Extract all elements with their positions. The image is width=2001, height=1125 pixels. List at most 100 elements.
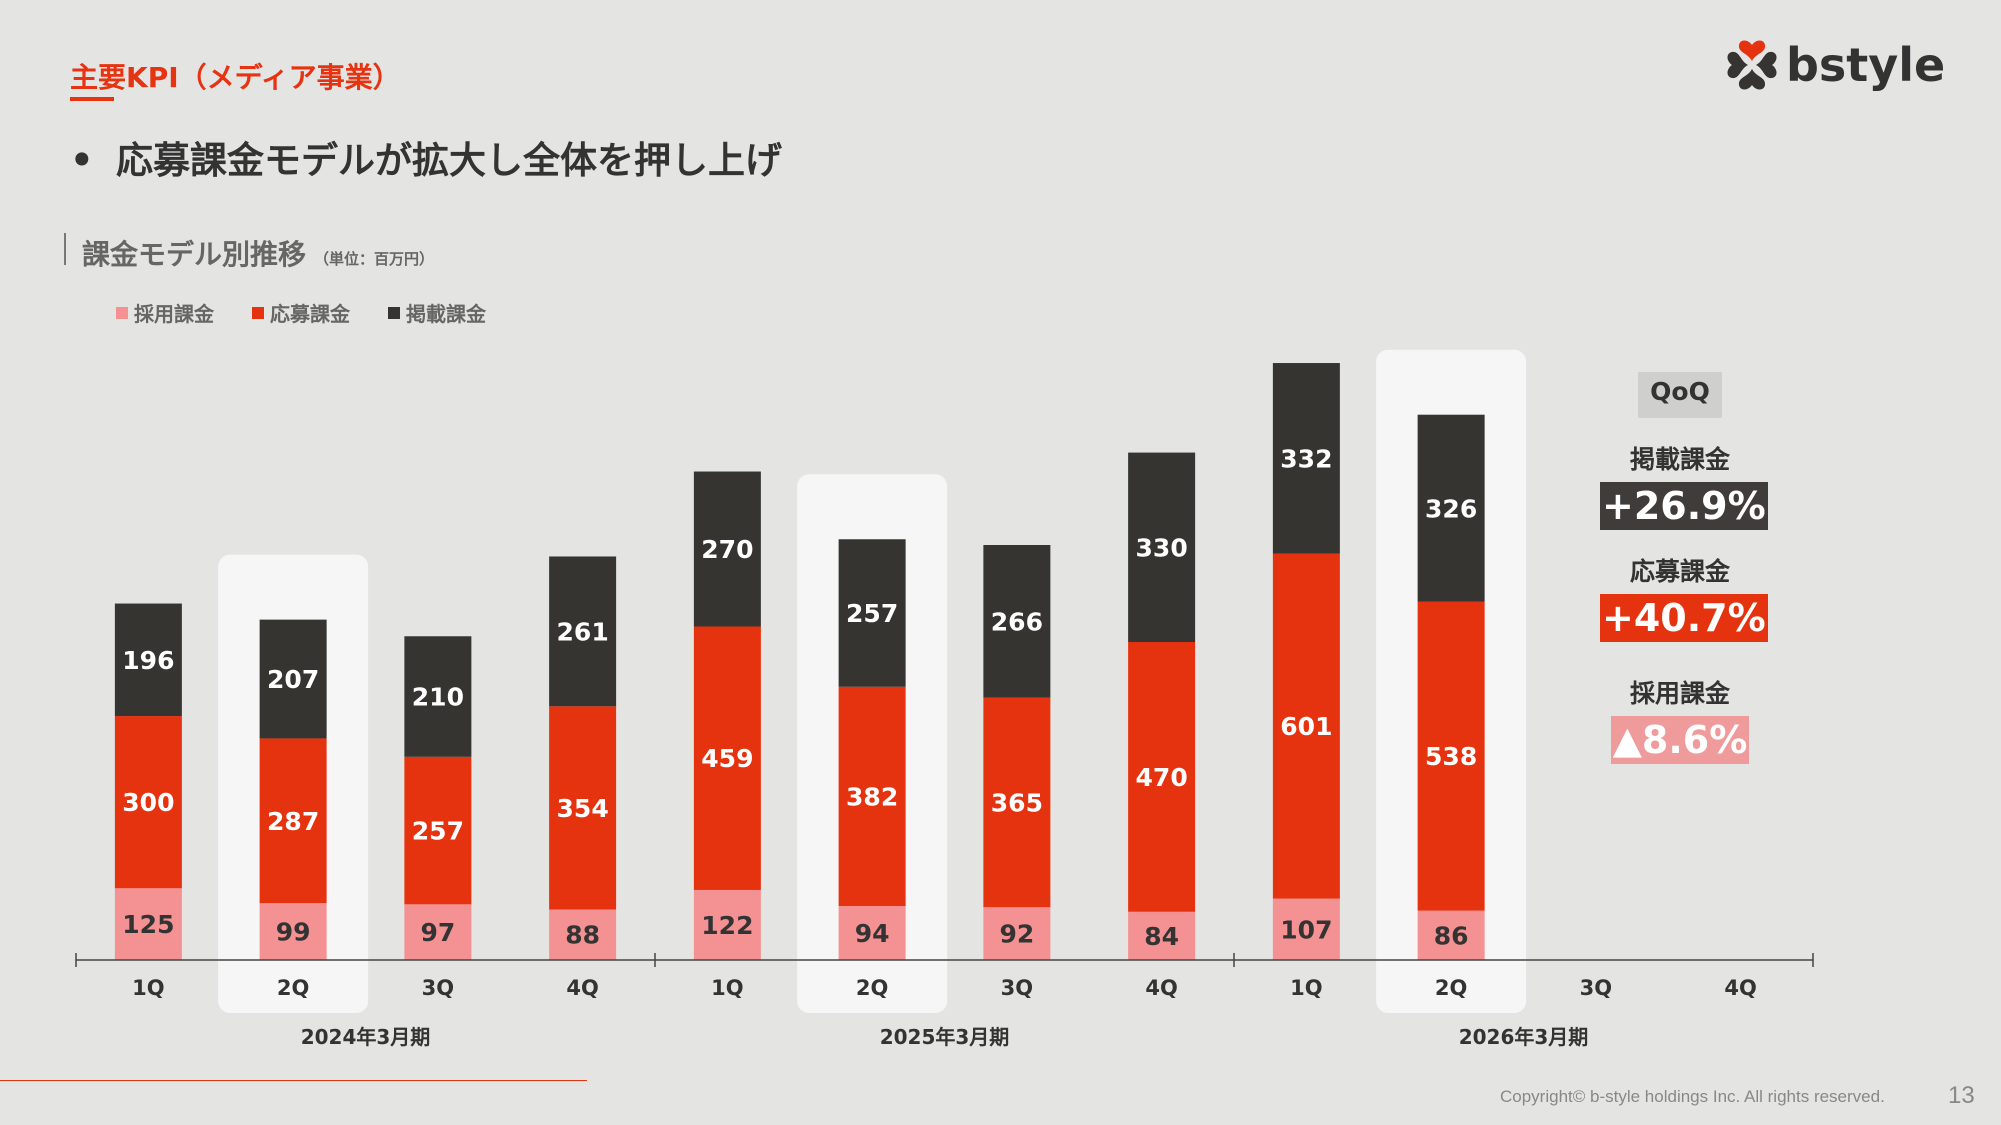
chart-heading: 課金モデル別推移 （単位：百万円） (64, 233, 434, 271)
bar-segment-saiyo (114, 888, 182, 960)
data-label: 207 (267, 665, 319, 694)
bar-segment-oubo (114, 716, 182, 889)
qoq-panel: QoQ 掲載課金 +26.9% 応募課金 +40.7% 採用課金 ▲8.6% (1600, 372, 1768, 764)
headline: • 応募課金モデルが拡大し全体を押し上げ (70, 130, 782, 184)
bar-segment-oubo (404, 756, 472, 905)
data-label: 257 (846, 599, 898, 628)
data-label: 538 (1425, 742, 1477, 771)
x-tick-label: 4Q (1145, 976, 1177, 1000)
x-tick-label: 3Q (1001, 976, 1033, 1000)
logo-wordmark: bstyle (1786, 38, 1946, 92)
legend-swatch-keisai (388, 306, 400, 319)
bar-segment-keisai (1128, 452, 1196, 643)
x-tick-label: 1Q (132, 976, 164, 1000)
bar-segment-oubo (838, 686, 906, 907)
chart-title: 課金モデル別推移 (82, 238, 307, 271)
headline-text: 応募課金モデルが拡大し全体を押し上げ (116, 139, 782, 182)
data-label: 94 (855, 919, 890, 948)
qoq-item-saiyo: 採用課金 ▲8.6% (1600, 674, 1760, 764)
legend-item-saiyo: 採用課金 (116, 298, 214, 327)
qoq-header: QoQ (1638, 372, 1722, 418)
data-label: 210 (412, 683, 464, 712)
bar-segment-keisai (259, 619, 327, 739)
bar-segment-saiyo (549, 909, 617, 960)
qoq-item-keisai: 掲載課金 +26.9% (1600, 440, 1768, 530)
legend-swatch-saiyo (116, 306, 128, 319)
x-group-label: 2025年3月期 (880, 1025, 1010, 1049)
footer-divider (0, 1080, 587, 1081)
data-label: 99 (276, 918, 311, 947)
data-label: 97 (420, 918, 455, 947)
clover-heart-icon (1727, 40, 1777, 90)
bar-segment-keisai (838, 539, 906, 687)
data-label: 125 (122, 910, 174, 939)
bar-segment-oubo (983, 697, 1051, 908)
x-tick-label: 2Q (856, 976, 888, 1000)
data-label: 261 (557, 617, 609, 646)
data-label: 86 (1434, 921, 1469, 950)
bar-segment-oubo (1417, 601, 1485, 911)
bar-segment-oubo (549, 706, 617, 910)
bar-segment-keisai (1272, 363, 1340, 554)
x-group-label: 2026年3月期 (1459, 1025, 1589, 1049)
qoq-label: 採用課金 (1629, 679, 1730, 708)
data-label: 459 (701, 744, 753, 773)
section-title: 主要KPI（メディア事業） (70, 61, 401, 94)
x-tick-label: 3Q (1580, 976, 1612, 1000)
x-tick-label: 1Q (711, 976, 743, 1000)
data-label: 601 (1280, 712, 1332, 741)
qoq-value: +26.9% (1600, 482, 1768, 530)
legend-label-oubo: 応募課金 (270, 302, 350, 326)
legend-swatch-oubo (252, 306, 264, 319)
bar-segment-oubo (259, 738, 327, 904)
bar-segment-saiyo (693, 889, 761, 960)
copyright: Copyright© b-style holdings Inc. All rig… (1500, 1087, 1885, 1106)
bar-segment-oubo (1128, 642, 1196, 912)
bar-segment-keisai (549, 556, 617, 707)
bar-segment-oubo (693, 626, 761, 890)
headline-bullet: • (70, 139, 94, 182)
data-label: 300 (122, 788, 174, 817)
legend-item-oubo: 応募課金 (252, 298, 350, 327)
data-label: 88 (565, 921, 600, 950)
title-underline (70, 97, 114, 101)
x-group-label: 2024年3月期 (301, 1025, 431, 1049)
chart-unit: （単位：百万円） (314, 250, 435, 268)
data-label: 122 (701, 911, 753, 940)
data-label: 287 (267, 807, 319, 836)
data-label: 266 (991, 607, 1043, 636)
bar-segment-saiyo (1417, 910, 1485, 960)
data-label: 382 (846, 782, 898, 811)
legend-label-keisai: 掲載課金 (406, 302, 486, 326)
bar-segment-keisai (693, 471, 761, 627)
data-label: 270 (701, 535, 753, 564)
data-label: 354 (557, 794, 609, 823)
data-label: 365 (991, 788, 1043, 817)
x-tick-label: 2Q (1435, 976, 1467, 1000)
bar-segment-oubo (1272, 553, 1340, 899)
x-tick-label: 2Q (277, 976, 309, 1000)
bar-segment-saiyo (1272, 898, 1340, 960)
bar-segment-saiyo (983, 907, 1051, 960)
bar-segment-keisai (404, 636, 472, 757)
qoq-value: +40.7% (1600, 594, 1768, 642)
x-tick-label: 4Q (566, 976, 598, 1000)
legend-item-keisai: 掲載課金 (388, 298, 486, 327)
bar-segment-saiyo (404, 904, 472, 960)
bar-segment-keisai (114, 603, 182, 717)
qoq-item-oubo: 応募課金 +40.7% (1600, 552, 1768, 642)
qoq-label: 応募課金 (1629, 557, 1730, 586)
company-logo: bstyle (1726, 40, 1945, 90)
qoq-label: 掲載課金 (1629, 445, 1730, 474)
bar-segment-saiyo (838, 906, 906, 960)
data-label: 92 (999, 920, 1034, 949)
data-label: 330 (1136, 533, 1188, 562)
bar-segment-keisai (983, 544, 1051, 698)
x-tick-label: 4Q (1724, 976, 1756, 1000)
qoq-value: ▲8.6% (1610, 716, 1750, 764)
chart-legend: 採用課金 応募課金 掲載課金 (116, 298, 486, 327)
x-tick-label: 3Q (422, 976, 454, 1000)
data-label: 257 (412, 817, 464, 846)
bar-segment-saiyo (259, 903, 327, 960)
